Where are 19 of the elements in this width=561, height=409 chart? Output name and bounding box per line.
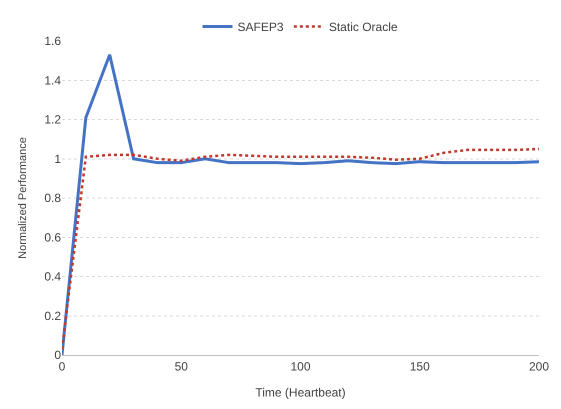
x-tick-label: 100 xyxy=(290,359,311,374)
x-tick-label: 150 xyxy=(410,359,430,374)
x-tick-label: 50 xyxy=(174,359,188,374)
y-tick-label: 1.4 xyxy=(44,73,62,88)
y-axis-title: Normalized Performance xyxy=(16,137,29,259)
legend-label: Static Oracle xyxy=(328,20,398,34)
line-series xyxy=(62,53,539,355)
y-tick-label: 1.2 xyxy=(44,112,62,127)
x-tick-label: 200 xyxy=(528,359,550,374)
y-tick-label: 0.6 xyxy=(44,230,62,244)
x-axis-title: Time (Heartbeat) xyxy=(255,385,346,400)
legend-label: SAFEP3 xyxy=(238,20,284,34)
y-tick-label: 1 xyxy=(54,152,62,166)
line-series xyxy=(62,148,539,350)
y-tick-label: 0.8 xyxy=(44,191,62,206)
y-tick-label: 0.2 xyxy=(44,308,62,323)
y-tick-label: 0.4 xyxy=(44,270,62,284)
y-tick-label: 0 xyxy=(54,348,62,362)
y-tick-label: 1.6 xyxy=(44,34,62,48)
